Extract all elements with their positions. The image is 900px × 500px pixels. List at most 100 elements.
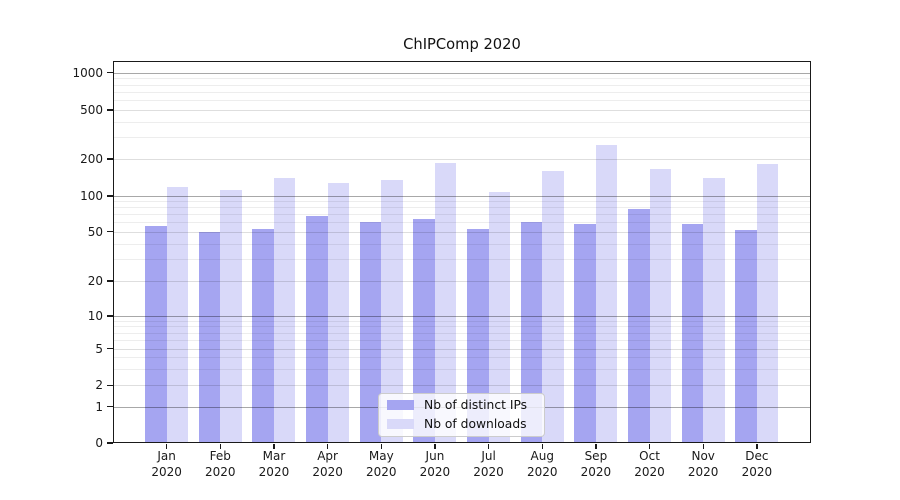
x-label-month-jul: Jul: [481, 449, 496, 463]
x-tick-label-nov: Nov 2020: [671, 449, 735, 480]
gridline-9: [114, 320, 810, 322]
bar-distinct-ips-jan: [145, 225, 167, 443]
gridline-1000: [114, 72, 810, 74]
gridline-6: [114, 339, 810, 341]
bar-distinct-ips-oct: [628, 208, 650, 443]
gridline-40: [114, 243, 810, 245]
bar-downloads-jul: [488, 191, 511, 443]
bar-distinct-ips-jul: [467, 228, 489, 443]
x-label-year-mar: 2020: [258, 464, 290, 479]
x-label-year-sep: 2020: [580, 464, 612, 479]
x-tick-label-jul: Jul 2020: [457, 449, 521, 480]
x-label-month-oct: Oct: [639, 449, 660, 463]
y-tick-500: [106, 109, 113, 111]
x-label-year-apr: 2020: [312, 464, 343, 479]
gridline-7: [114, 332, 810, 334]
x-label-month-mar: Mar: [262, 449, 286, 463]
legend-label-downloads: Nb of downloads: [424, 417, 527, 431]
gridline-5: [114, 348, 810, 350]
x-tick-mar: [273, 443, 275, 449]
y-tick-label-1: 1: [95, 399, 103, 414]
gridline-50: [114, 231, 810, 233]
y-tick-5: [106, 347, 113, 350]
chart-title: ChIPComp 2020: [403, 36, 521, 53]
bar-downloads-dec: [756, 164, 779, 443]
gridline-90: [114, 201, 810, 203]
legend-item-downloads: Nb of downloads: [387, 415, 536, 434]
x-label-year-jul: 2020: [473, 464, 504, 479]
x-label-month-apr: Apr: [317, 449, 338, 463]
x-tick-jul: [487, 443, 490, 449]
bar-downloads-may: [381, 179, 403, 443]
y-tick-label-20: 20: [87, 274, 103, 288]
x-label-month-sep: Sep: [584, 449, 608, 463]
gridline-600: [114, 100, 810, 102]
x-label-year-oct: 2020: [634, 464, 665, 479]
gridline-900: [114, 78, 810, 80]
gridline-700: [114, 91, 810, 93]
x-tick-feb: [219, 443, 221, 449]
x-label-year-aug: 2020: [526, 464, 558, 479]
bar-downloads-nov: [703, 178, 725, 443]
gridline-200: [114, 159, 810, 160]
y-tick-label-2: 2: [95, 378, 103, 393]
x-label-year-jan: 2020: [151, 464, 182, 479]
bar-distinct-ips-dec: [735, 230, 757, 443]
bar-downloads-mar: [273, 177, 296, 443]
bar-downloads-jan: [166, 187, 189, 443]
gridline-80: [114, 207, 810, 209]
gridline-60: [114, 222, 810, 224]
legend-swatch-downloads-icon: [387, 419, 414, 429]
legend-label-distinct-ips: Nb of distinct IPs: [424, 398, 528, 412]
x-label-year-nov: 2020: [687, 464, 719, 479]
bar-distinct-ips-sep: [574, 223, 596, 443]
bar-distinct-ips-apr: [306, 215, 328, 443]
legend-item-distinct-ips: Nb of distinct IPs: [387, 396, 536, 415]
bar-downloads-feb: [220, 189, 242, 443]
y-tick-label-500: 500: [80, 103, 103, 117]
legend: Nb of distinct IPs Nb of downloads: [378, 392, 545, 437]
gridline-100: [114, 196, 810, 197]
bar-distinct-ips-aug: [520, 222, 543, 443]
x-label-month-aug: Aug: [530, 449, 554, 463]
gridline-800: [114, 84, 810, 86]
bar-downloads-aug: [542, 170, 564, 443]
x-label-year-jun: 2020: [419, 464, 451, 479]
gridline-20: [114, 281, 810, 282]
x-label-year-may: 2020: [365, 464, 397, 479]
gridline-2: [114, 385, 810, 387]
bar-downloads-sep: [595, 145, 618, 443]
bar-distinct-ips-feb: [198, 231, 221, 443]
y-tick-100: [106, 195, 113, 197]
bar-distinct-ips-may: [359, 222, 382, 443]
x-label-year-dec: 2020: [741, 464, 773, 479]
y-tick-label-0: 0: [95, 436, 103, 450]
x-label-month-jan: Jan: [157, 449, 176, 463]
gridline-70: [114, 214, 810, 216]
y-tick-label-1000: 1000: [72, 65, 103, 80]
x-tick-label-apr: Apr 2020: [296, 449, 360, 480]
x-label-year-feb: 2020: [205, 464, 236, 479]
x-tick-label-mar: Mar 2020: [242, 449, 306, 480]
y-tick-1: [106, 405, 113, 408]
bar-distinct-ips-mar: [252, 229, 274, 443]
x-tick-jan: [166, 443, 168, 449]
x-tick-label-dec: Dec 2020: [725, 449, 789, 480]
gridline-400: [114, 121, 810, 123]
bar-distinct-ips-nov: [681, 223, 704, 443]
x-tick-label-oct: Oct 2020: [618, 449, 682, 480]
x-tick-dec: [756, 443, 758, 449]
y-tick-label-5: 5: [95, 341, 103, 356]
gridline-4: [114, 357, 810, 359]
x-tick-label-sep: Sep 2020: [564, 449, 628, 480]
x-tick-sep: [595, 443, 597, 449]
x-tick-label-may: May 2020: [349, 449, 413, 480]
y-tick-label-200: 200: [80, 152, 103, 166]
x-tick-aug: [541, 443, 543, 449]
gridline-500: [114, 110, 810, 111]
y-tick-0: [106, 442, 113, 444]
y-tick-2: [106, 384, 113, 386]
bar-downloads-jun: [434, 163, 457, 443]
gridline-30: [114, 259, 810, 261]
